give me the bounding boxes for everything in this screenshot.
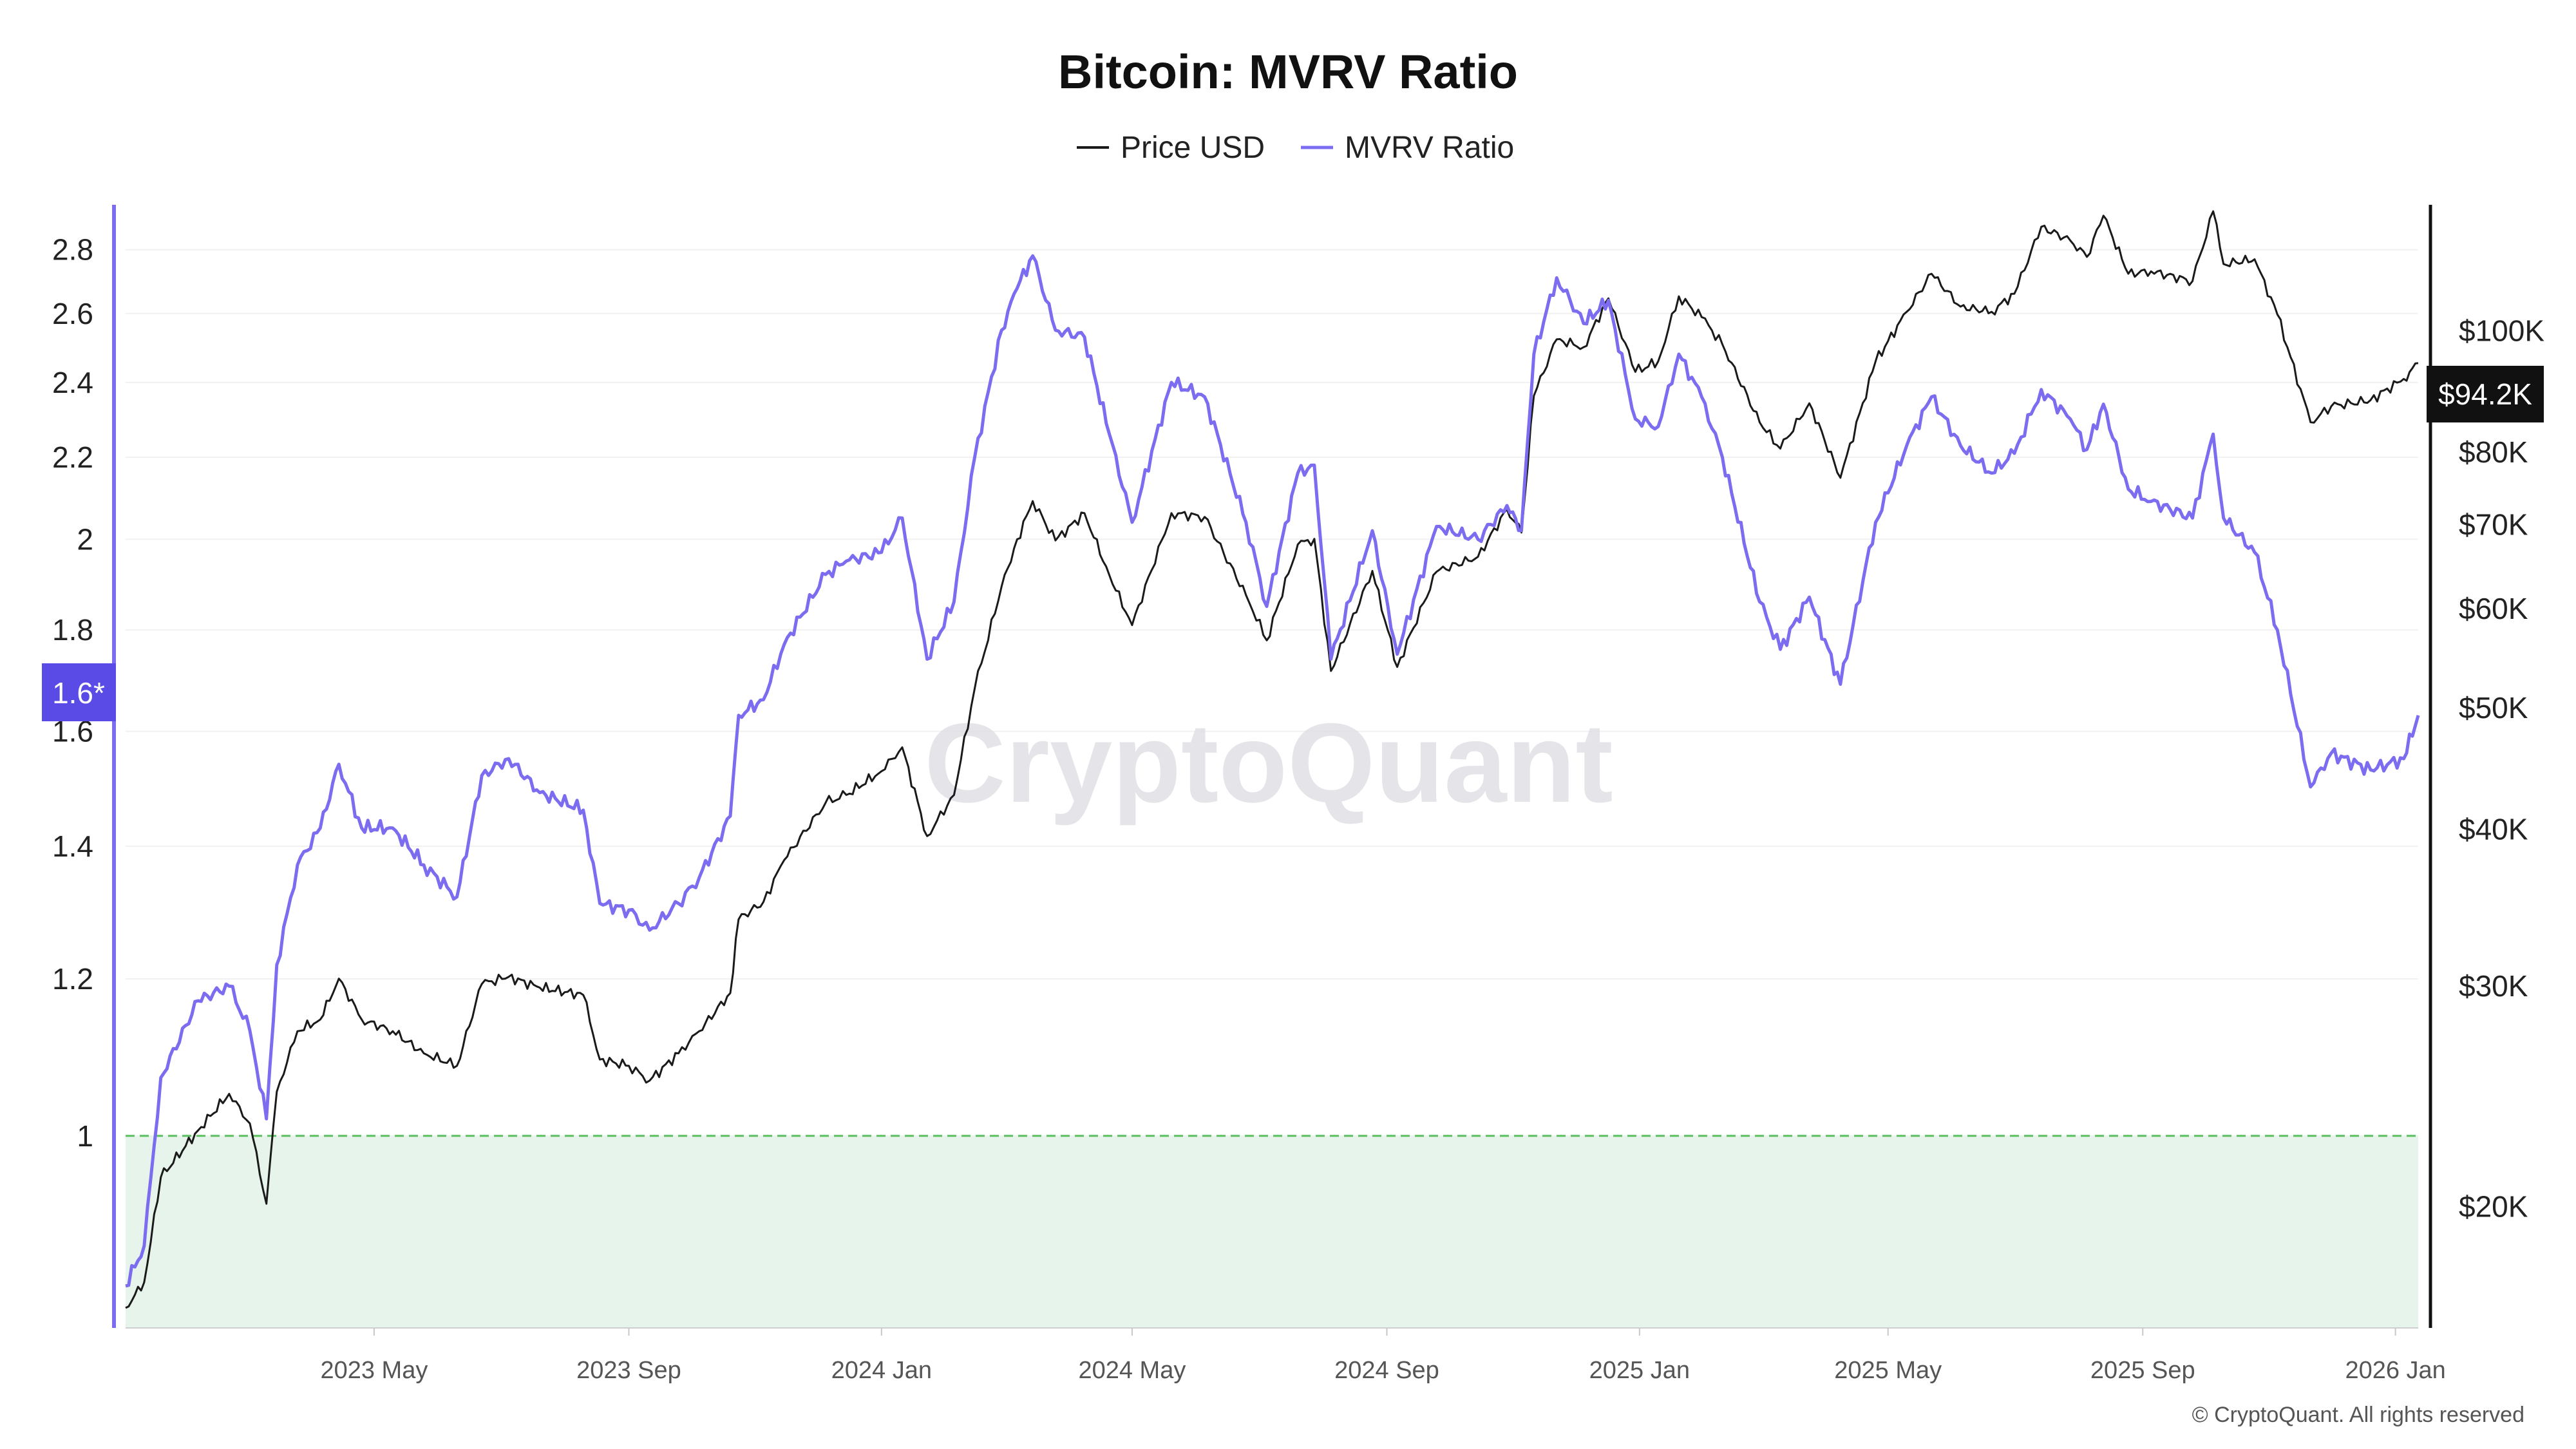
left-tick-label: 1.8 (52, 613, 93, 647)
series-line-price-usd[interactable] (125, 210, 2419, 1309)
x-tick-label: 2024 May (1078, 1357, 1186, 1384)
watermark: CryptoQuant (924, 701, 1613, 826)
current-price-badge: $94.2K (2427, 366, 2544, 422)
right-tick-label: $80K (2459, 435, 2528, 469)
legend-item-mvrv[interactable]: MVRV Ratio (1301, 131, 1514, 165)
legend-item-price[interactable]: Price USD (1077, 131, 1265, 165)
right-tick-label: $100K (2459, 314, 2544, 347)
right-tick-label: $60K (2459, 592, 2528, 625)
right-tick-label: $50K (2459, 691, 2528, 724)
threshold-zone (126, 1135, 2418, 1328)
grid-lines (126, 249, 2418, 1137)
legend-label-price: Price USD (1121, 131, 1265, 165)
right-axis-ticks: $20K$30K$40K$50K$60K$70K$80K$90K$100K (2459, 314, 2544, 1223)
left-tick-label: 2.2 (52, 440, 93, 474)
current-mvrv-badge: 1.6* (42, 663, 116, 721)
legend-label-mvrv: MVRV Ratio (1345, 131, 1514, 165)
right-tick-label: $30K (2459, 969, 2528, 1003)
current-mvrv-badge-label: 1.6* (52, 676, 105, 710)
x-tick-label: 2024 Jan (831, 1357, 932, 1384)
x-tick-label: 2025 May (1834, 1357, 1942, 1384)
x-tick-label: 2025 Jan (1589, 1357, 1690, 1384)
x-tick-label: 2026 Jan (2345, 1357, 2445, 1384)
left-tick-label: 2 (77, 522, 93, 556)
left-tick-label: 2.6 (52, 297, 93, 330)
right-tick-label: $20K (2459, 1189, 2528, 1223)
left-tick-label: 2.8 (52, 233, 93, 267)
left-tick-label: 1 (77, 1119, 93, 1153)
left-tick-label: 1.4 (52, 829, 93, 863)
current-price-badge-label: $94.2K (2438, 377, 2532, 411)
x-tick-label: 2023 May (320, 1357, 428, 1384)
chart-title: Bitcoin: MVRV Ratio (1058, 45, 1518, 99)
current-price-badge-bg (2427, 366, 2544, 422)
series-line-mvrv-ratio[interactable] (125, 254, 2420, 1288)
copyright-text: © CryptoQuant. All rights reserved (2192, 1403, 2524, 1427)
left-axis-ticks: 11.21.41.61.822.22.42.62.8 (52, 233, 93, 1153)
right-tick-label: $70K (2459, 508, 2528, 542)
left-tick-label: 2.4 (52, 366, 93, 399)
left-tick-label: 1.2 (52, 962, 93, 996)
legend: Price USD MVRV Ratio (1077, 131, 1514, 165)
current-mvrv-badge-bg (42, 663, 116, 721)
x-tick-label: 2025 Sep (2090, 1357, 2195, 1384)
right-tick-label: $40K (2459, 813, 2528, 846)
series-layer (125, 210, 2420, 1309)
x-tick-label: 2024 Sep (1334, 1357, 1439, 1384)
x-axis-ticks: 2023 May 2023 Sep 2024 Jan 2024 May 2024 Sep… (320, 1328, 2446, 1384)
x-tick-label: 2023 Sep (576, 1357, 681, 1384)
